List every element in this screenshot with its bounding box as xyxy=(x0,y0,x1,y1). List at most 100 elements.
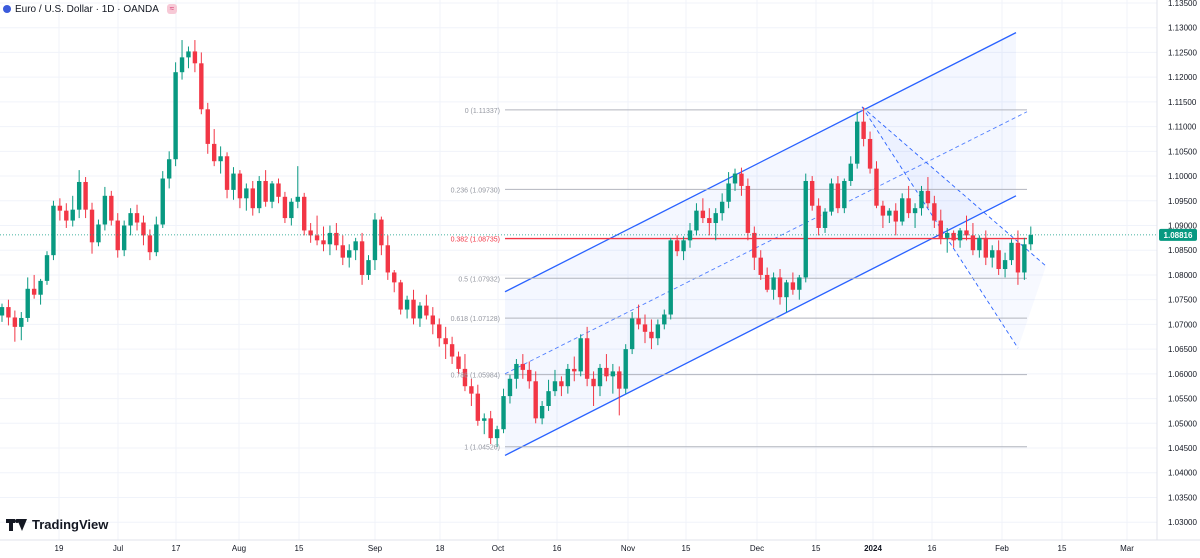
candle-body xyxy=(565,368,571,387)
fib-labels: 0 (1.11337) 0.236 (1.09730) 0.382 (1.08735… xyxy=(451,108,500,452)
candle-body xyxy=(347,250,352,258)
candle-body xyxy=(822,211,828,228)
candle-body xyxy=(449,344,455,357)
candle-body xyxy=(642,324,648,332)
time-tick-label: 18 xyxy=(436,544,445,553)
candle-body xyxy=(38,280,43,295)
candle-body xyxy=(854,121,860,164)
candle-body xyxy=(539,405,545,419)
candle-body xyxy=(160,178,165,225)
candle-body xyxy=(951,232,956,241)
candle-body xyxy=(372,219,378,261)
time-tick-label: 15 xyxy=(1058,544,1067,553)
candle-body xyxy=(282,196,288,219)
candle-body xyxy=(141,222,146,236)
candle-body xyxy=(224,156,230,190)
candle-body xyxy=(154,224,159,253)
fib-level-label: 0.382 (1.08735) xyxy=(451,237,500,244)
tradingview-logo[interactable]: TradingView xyxy=(6,517,108,532)
price-tick-label: 1.06500 xyxy=(1168,345,1197,354)
candle-body xyxy=(6,307,11,318)
time-axis[interactable]: 19 Jul 17 Aug 15 Sep 18 Oct 16 Nov 15 Dec 15 2024 16 Fe… xyxy=(0,539,1200,553)
candle-body xyxy=(893,210,898,222)
candle-body xyxy=(578,338,583,372)
symbol-flag-icon xyxy=(3,5,11,13)
candle-body xyxy=(520,363,526,370)
candle-body xyxy=(726,183,731,202)
channel-upper-line xyxy=(504,32,1017,293)
candle-body xyxy=(340,245,345,258)
chart-header[interactable]: Euro / U.S. Dollar · 1D · OANDA ≈ xyxy=(3,2,177,16)
candle-body xyxy=(533,381,538,419)
candle-body xyxy=(64,210,69,221)
candle-body xyxy=(211,143,217,162)
price-tick-label: 1.07500 xyxy=(1168,296,1197,305)
candle-body xyxy=(128,213,133,226)
candle-body xyxy=(192,51,198,64)
candle-body xyxy=(700,210,706,219)
time-tick-label: 16 xyxy=(928,544,937,553)
candle-body xyxy=(938,220,943,238)
price-tick-label: 1.04500 xyxy=(1168,444,1197,453)
candle-body xyxy=(437,324,442,339)
candle-body xyxy=(359,241,365,275)
fork-upper-line xyxy=(861,106,1047,267)
candle-body xyxy=(925,190,931,204)
candle-body xyxy=(12,317,18,327)
candle-body xyxy=(591,378,596,387)
time-tick-label: 17 xyxy=(172,544,181,553)
candle-body xyxy=(398,282,403,310)
current-price-box xyxy=(1159,228,1197,241)
candle-body xyxy=(186,51,191,58)
candle-body xyxy=(649,331,654,339)
fib-level-label: 0.618 (1.07128) xyxy=(451,316,500,323)
candle-body xyxy=(302,196,307,231)
candle-body xyxy=(321,240,326,245)
candles xyxy=(0,40,1033,448)
candle-body xyxy=(732,173,738,184)
price-tick-label: 1.11000 xyxy=(1168,123,1197,132)
candle-body xyxy=(572,368,577,372)
candle-body xyxy=(263,180,268,202)
compare-icon[interactable]: ≈ xyxy=(166,4,177,14)
price-axis[interactable]: 1.13500 1.13000 1.12500 1.12000 1.11500 1.110… xyxy=(1156,0,1197,540)
candle-body xyxy=(584,338,590,379)
price-tick-label: 1.12000 xyxy=(1168,73,1197,82)
candle-body xyxy=(1002,260,1008,270)
candle-body xyxy=(507,378,513,397)
time-tick-label: 15 xyxy=(682,544,691,553)
tradingview-wordmark: TradingView xyxy=(32,517,109,532)
candle-body xyxy=(0,307,5,316)
candle-body xyxy=(115,220,120,251)
price-tick-label: 1.13000 xyxy=(1168,24,1197,33)
candle-body xyxy=(494,429,500,439)
candle-body xyxy=(57,205,63,211)
candle-body xyxy=(456,356,461,369)
candle-body xyxy=(411,299,416,319)
candle-body xyxy=(1028,234,1033,245)
candle-body xyxy=(623,349,628,389)
candle-body xyxy=(816,205,821,228)
candle-body xyxy=(610,371,616,377)
candle-body xyxy=(51,205,56,256)
price-tick-label: 1.05000 xyxy=(1168,419,1197,428)
candle-body xyxy=(527,369,532,382)
candle-body xyxy=(964,230,969,236)
candle-body xyxy=(173,72,178,160)
candle-body xyxy=(771,277,776,290)
candle-body xyxy=(366,260,371,275)
candle-body xyxy=(218,156,223,162)
candle-body xyxy=(147,235,153,253)
price-tick-label: 1.11500 xyxy=(1168,98,1197,107)
fib-level-label: 1 (1.04526) xyxy=(464,445,500,452)
candle-body xyxy=(83,181,88,210)
time-tick-label: Feb xyxy=(995,544,1009,553)
candle-body xyxy=(166,159,172,179)
time-tick-label: Dec xyxy=(750,544,764,553)
candle-body xyxy=(121,225,127,251)
candle-body xyxy=(295,196,300,202)
price-tick-label: 1.08500 xyxy=(1168,246,1197,255)
symbol-title: Euro / U.S. Dollar · 1D · OANDA xyxy=(15,3,159,15)
price-tick-label: 1.05500 xyxy=(1168,395,1197,404)
